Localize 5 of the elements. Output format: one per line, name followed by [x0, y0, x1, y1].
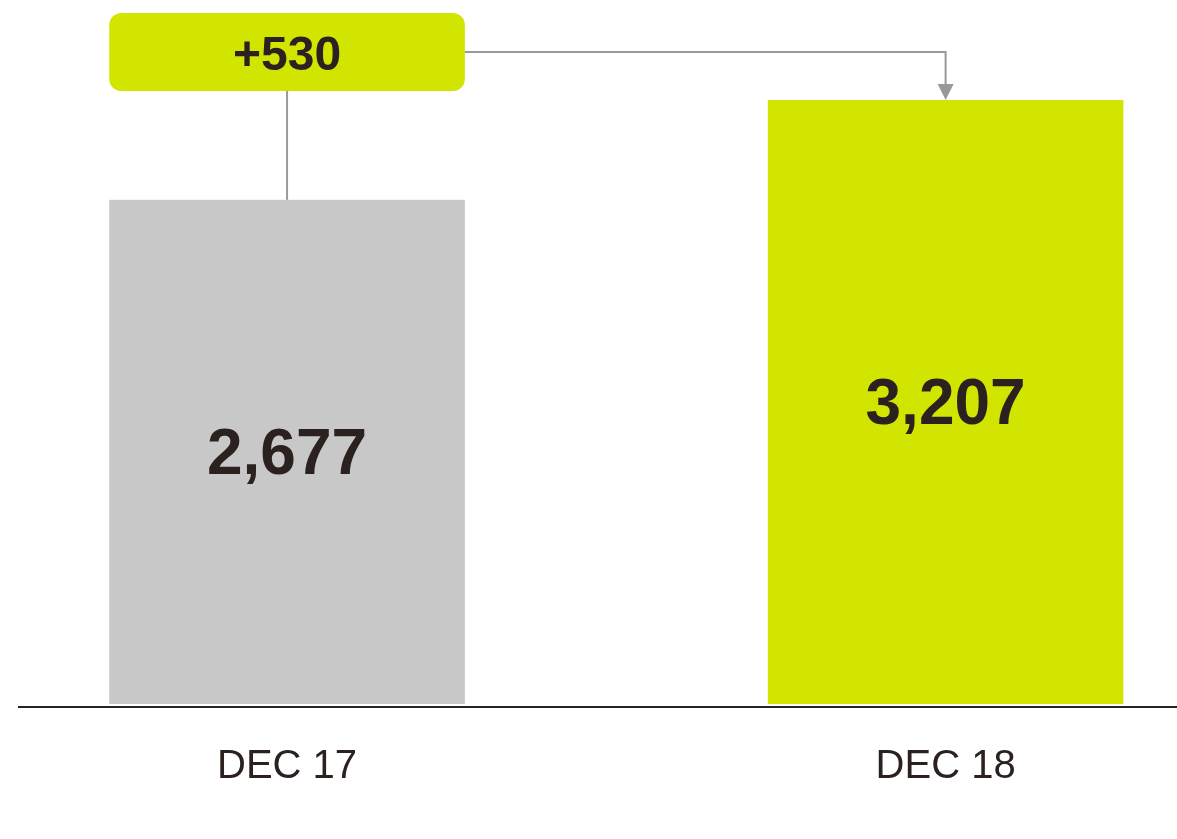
data-label: 2,677: [206, 415, 368, 488]
data-label: 3,207: [865, 366, 1026, 438]
text: +530: [233, 27, 342, 80]
x-tick-label: DEC 18: [875, 742, 1016, 786]
x-tick-label: DEC 17: [217, 742, 358, 786]
